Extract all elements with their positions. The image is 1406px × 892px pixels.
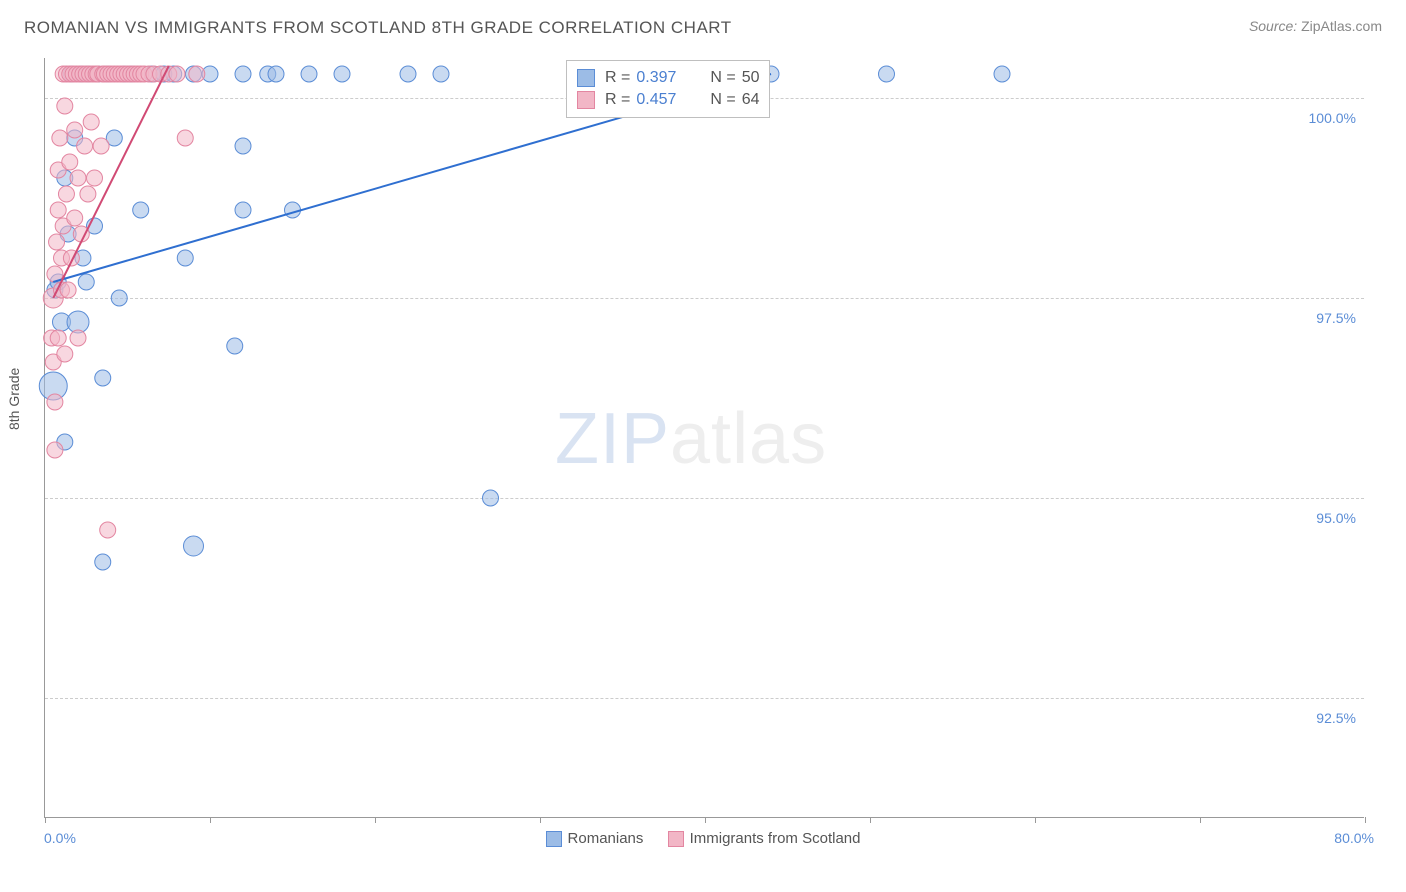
source-value: ZipAtlas.com: [1301, 18, 1382, 34]
x-tick: [1200, 817, 1201, 823]
scatter-point: [994, 66, 1010, 82]
scatter-point: [57, 346, 73, 362]
chart-header: ROMANIAN VS IMMIGRANTS FROM SCOTLAND 8TH…: [24, 18, 1382, 48]
scatter-point: [100, 522, 116, 538]
scatter-point: [67, 122, 83, 138]
scatter-point: [133, 202, 149, 218]
n-value-2: 64: [742, 91, 760, 109]
stats-legend-box: R = 0.397 N = 50 R = 0.457 N = 64: [566, 60, 770, 118]
swatch-series-1: [577, 69, 595, 87]
scatter-point: [433, 66, 449, 82]
scatter-point: [50, 330, 66, 346]
scatter-point: [334, 66, 350, 82]
scatter-svg: [45, 58, 1364, 817]
scatter-point: [483, 490, 499, 506]
x-tick: [210, 817, 211, 823]
scatter-point: [47, 442, 63, 458]
x-tick: [1365, 817, 1366, 823]
legend-item-1: Romanians: [546, 830, 644, 847]
legend-label-2: Immigrants from Scotland: [690, 830, 861, 847]
chart-title: ROMANIAN VS IMMIGRANTS FROM SCOTLAND 8TH…: [24, 18, 732, 37]
n-label-1: N =: [710, 69, 735, 87]
scatter-point: [235, 202, 251, 218]
scatter-point: [111, 290, 127, 306]
scatter-point: [87, 170, 103, 186]
scatter-point: [83, 114, 99, 130]
scatter-point: [268, 66, 284, 82]
scatter-point: [184, 536, 204, 556]
r-value-2: 0.457: [636, 91, 692, 109]
scatter-point: [169, 66, 185, 82]
scatter-point: [95, 370, 111, 386]
legend-swatch-1: [546, 831, 562, 847]
scatter-point: [58, 186, 74, 202]
r-label-2: R =: [605, 91, 630, 109]
x-tick: [540, 817, 541, 823]
scatter-point: [78, 274, 94, 290]
swatch-series-2: [577, 91, 595, 109]
legend-item-2: Immigrants from Scotland: [668, 830, 861, 847]
r-value-1: 0.397: [636, 69, 692, 87]
scatter-point: [50, 202, 66, 218]
x-tick: [375, 817, 376, 823]
scatter-point: [47, 394, 63, 410]
scatter-point: [301, 66, 317, 82]
scatter-point: [400, 66, 416, 82]
scatter-point: [57, 98, 73, 114]
x-tick: [45, 817, 46, 823]
r-label-1: R =: [605, 69, 630, 87]
legend-swatch-2: [668, 831, 684, 847]
x-tick: [705, 817, 706, 823]
scatter-point: [52, 130, 68, 146]
scatter-point: [235, 66, 251, 82]
stats-row-series-2: R = 0.457 N = 64: [577, 89, 759, 111]
n-label-2: N =: [710, 91, 735, 109]
bottom-legend: Romanians Immigrants from Scotland: [0, 830, 1406, 851]
scatter-point: [879, 66, 895, 82]
scatter-point: [70, 170, 86, 186]
plot-area: 100.0%97.5%95.0%92.5% ZIPatlas: [44, 58, 1364, 818]
legend-label-1: Romanians: [568, 830, 644, 847]
source-attribution: Source: ZipAtlas.com: [1249, 18, 1382, 34]
n-value-1: 50: [742, 69, 760, 87]
scatter-point: [93, 138, 109, 154]
scatter-point: [60, 282, 76, 298]
scatter-point: [77, 138, 93, 154]
scatter-point: [235, 138, 251, 154]
scatter-point: [80, 186, 96, 202]
x-tick: [1035, 817, 1036, 823]
scatter-point: [189, 66, 205, 82]
scatter-point: [49, 234, 65, 250]
scatter-point: [177, 130, 193, 146]
scatter-point: [95, 554, 111, 570]
scatter-point: [227, 338, 243, 354]
scatter-point: [285, 202, 301, 218]
y-axis-label: 8th Grade: [6, 368, 22, 430]
source-label: Source:: [1249, 18, 1297, 34]
scatter-point: [177, 250, 193, 266]
scatter-point: [62, 154, 78, 170]
stats-row-series-1: R = 0.397 N = 50: [577, 67, 759, 89]
scatter-point: [67, 210, 83, 226]
scatter-point: [70, 330, 86, 346]
x-tick: [870, 817, 871, 823]
